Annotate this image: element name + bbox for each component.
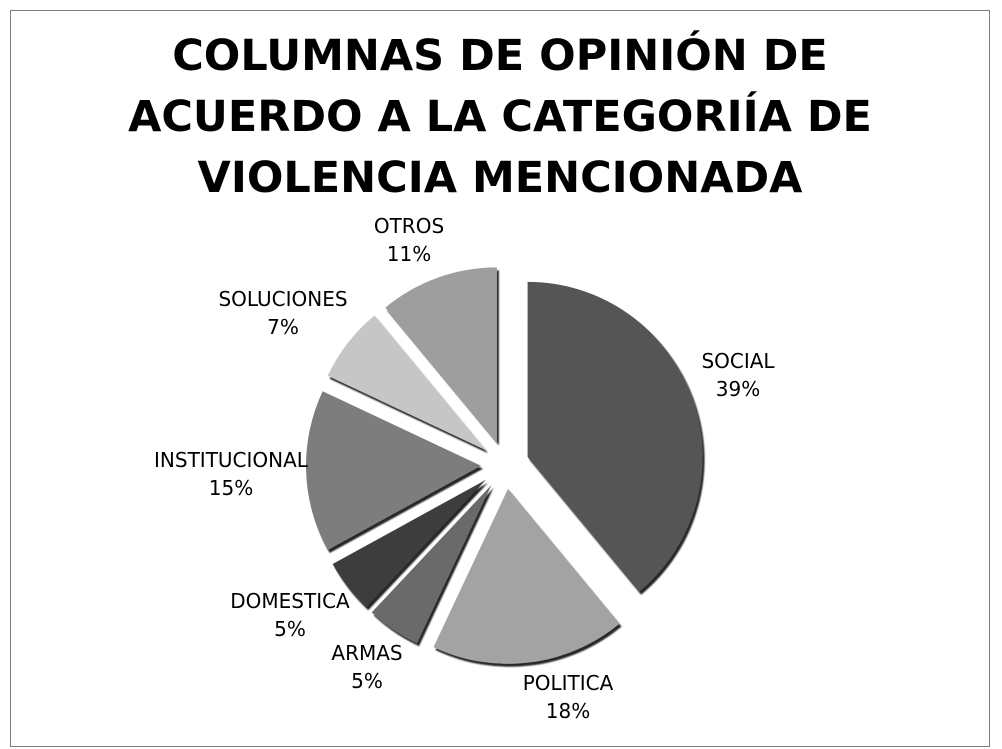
pie-slice-otros — [385, 267, 497, 443]
slice-label-armas: ARMAS 5% — [331, 641, 402, 693]
pie-slice-politica — [433, 488, 620, 664]
slice-category-label: OTROS — [374, 214, 444, 238]
slice-label-otros: OTROS 11% — [374, 214, 444, 266]
slice-category-label: DOMESTICA — [230, 589, 350, 613]
slice-label-institucional: INSTITUCIONAL 15% — [154, 448, 309, 500]
slice-percent-label: 18% — [546, 699, 590, 723]
slice-category-label: ARMAS — [331, 641, 402, 665]
slice-percent-label: 7% — [267, 315, 299, 339]
slice-category-label: SOLUCIONES — [218, 287, 347, 311]
slice-percent-label: 39% — [716, 377, 760, 401]
slice-percent-label: 5% — [351, 669, 383, 693]
slice-label-soluciones: SOLUCIONES 7% — [218, 287, 347, 339]
chart-title: COLUMNAS DE OPINIÓN DE ACUERDO A LA CATE… — [128, 31, 872, 203]
slice-category-label: INSTITUCIONAL — [154, 448, 309, 472]
slice-percent-label: 5% — [274, 617, 306, 641]
slice-label-domestica: DOMESTICA 5% — [230, 589, 350, 641]
slice-category-label: POLITICA — [523, 671, 614, 695]
slice-percent-label: 15% — [209, 476, 253, 500]
pie-slice-domestica — [332, 479, 487, 608]
pie-slice-institucional — [306, 391, 482, 551]
slice-label-politica: POLITICA 18% — [523, 671, 614, 723]
pie-slice-social — [527, 281, 703, 592]
slice-label-social: SOCIAL 39% — [701, 349, 775, 401]
pie-slice-armas — [371, 484, 492, 644]
pie-slice-soluciones — [327, 315, 487, 451]
slice-percent-label: 11% — [387, 242, 431, 266]
slice-category-label: SOCIAL — [701, 349, 775, 373]
